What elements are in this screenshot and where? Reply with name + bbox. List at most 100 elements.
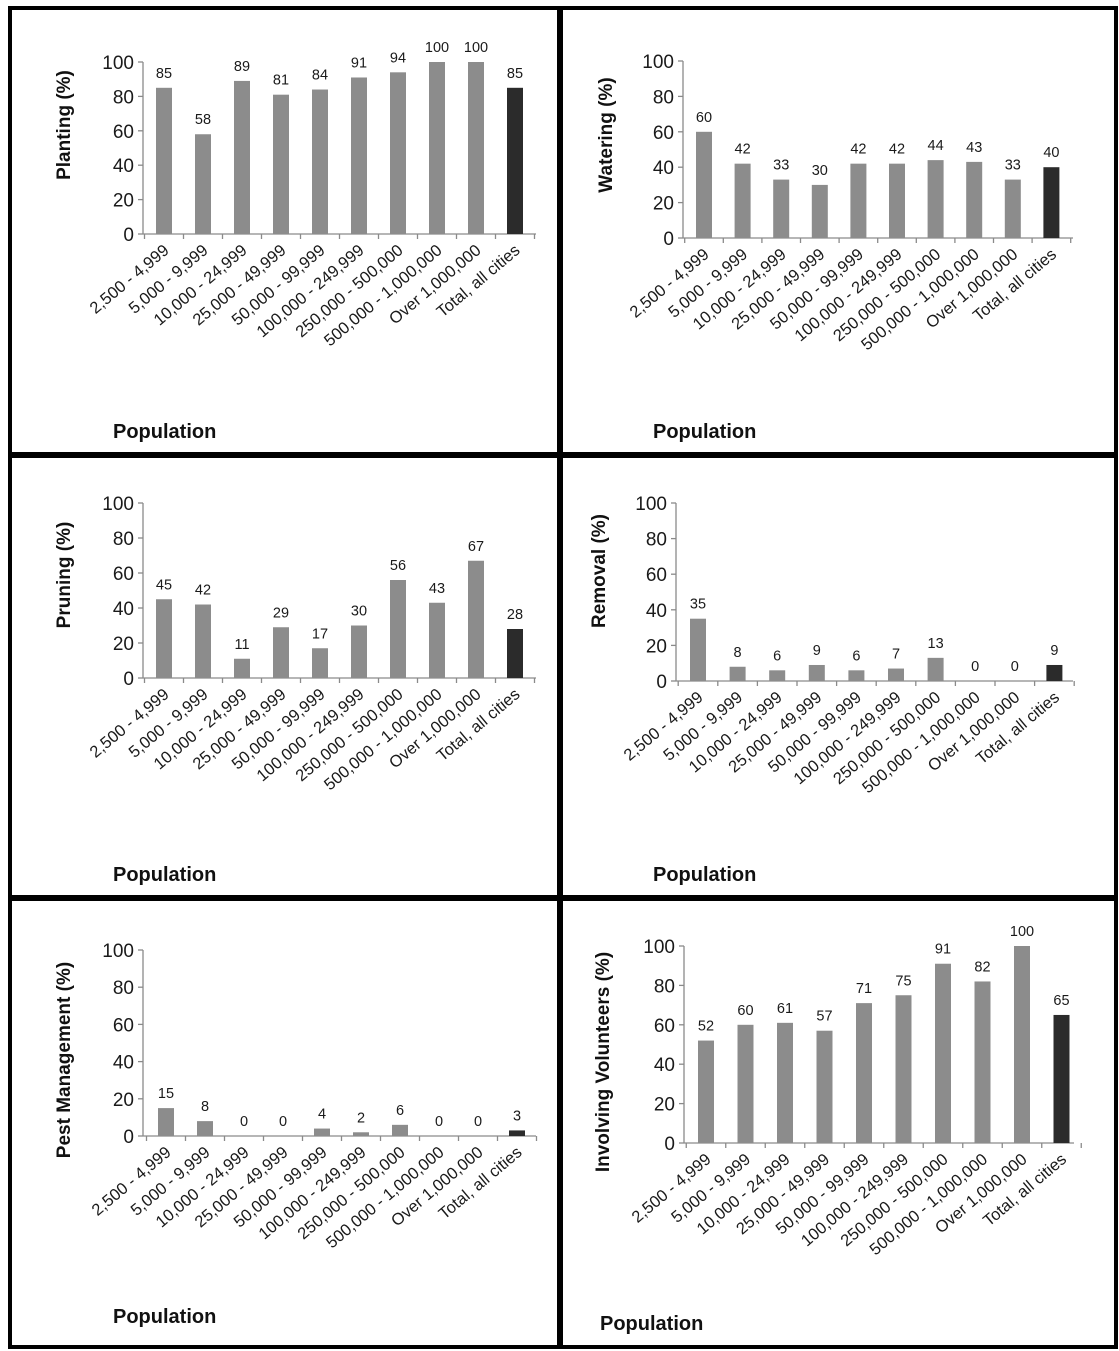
bar [927,657,944,681]
y-tick-label: 60 [646,565,667,586]
y-tick-label: 0 [664,1134,675,1155]
bar [468,62,484,234]
data-label: 43 [966,140,982,156]
bar [195,134,211,234]
bar [690,618,706,681]
data-label: 42 [850,142,866,158]
data-label: 0 [1011,659,1019,675]
bar [895,995,912,1143]
bar [234,80,250,234]
y-axis-title: Involving Volunteers (%) [593,952,614,1172]
bar [429,62,445,234]
data-label: 42 [195,583,211,599]
bar [197,1121,213,1136]
bar [734,163,751,238]
data-label: 29 [273,605,289,621]
data-label: 60 [696,110,712,126]
y-tick-label: 100 [102,53,134,74]
data-label: 100 [464,40,488,56]
data-label: 44 [928,138,944,154]
bar [273,627,289,678]
bar [392,1124,408,1136]
total-bar [1046,664,1063,681]
data-label: 3 [513,1108,521,1124]
data-label: 65 [1053,993,1069,1009]
y-tick-label: 40 [113,1053,134,1074]
y-tick-label: 20 [653,194,674,215]
data-label: 91 [935,942,951,958]
data-label: 71 [856,981,872,997]
bar [848,670,865,681]
frame-vertical-divider [557,6,563,1349]
y-tick-label: 100 [642,52,674,73]
bar [195,604,211,678]
bar [935,963,951,1143]
y-tick-label: 60 [113,1015,134,1036]
y-tick-label: 100 [635,494,667,515]
data-label: 13 [928,636,944,652]
y-tick-label: 80 [654,976,675,997]
bar [351,77,367,234]
bar [390,72,406,234]
bar [1004,179,1021,238]
total-bar [1043,167,1060,238]
bar [816,1030,833,1143]
data-label: 42 [735,142,751,158]
bar [811,184,828,238]
data-label: 9 [1050,643,1058,659]
y-tick-label: 80 [113,529,134,550]
data-label: 40 [1043,145,1059,161]
y-tick-label: 80 [113,978,134,999]
bar [468,560,484,678]
y-tick-label: 0 [123,1127,134,1148]
total-bar [507,629,523,678]
data-label: 28 [507,607,523,623]
y-tick-label: 60 [113,564,134,585]
y-tick-label: 20 [113,191,134,212]
data-label: 60 [737,1003,753,1019]
y-axis-title: Planting (%) [54,70,75,180]
bar [156,599,172,678]
data-label: 43 [429,581,445,597]
bar [927,160,944,238]
data-label: 100 [1010,924,1034,940]
data-label: 67 [468,539,484,555]
bar [729,666,746,681]
y-tick-label: 20 [113,1090,134,1111]
y-axis-title: Removal (%) [589,514,610,628]
x-axis-title: Population [113,1306,216,1328]
y-tick-label: 80 [113,87,134,108]
y-tick-label: 0 [656,672,667,693]
y-tick-label: 40 [113,599,134,620]
bar [234,658,250,678]
y-tick-label: 100 [102,941,134,962]
data-label: 81 [273,73,289,89]
data-label: 45 [156,577,172,593]
y-tick-label: 40 [646,601,667,622]
y-tick-label: 20 [646,636,667,657]
data-label: 61 [777,1001,793,1017]
data-label: 35 [690,597,706,613]
bar [769,670,786,681]
y-tick-label: 80 [646,530,667,551]
data-label: 6 [852,648,860,664]
total-bar [1053,1014,1070,1143]
data-label: 94 [390,50,406,66]
data-label: 89 [234,59,250,75]
x-axis-title: Population [600,1313,703,1335]
data-label: 4 [318,1107,326,1123]
y-tick-label: 0 [123,225,134,246]
data-label: 56 [390,558,406,574]
bar [808,664,825,681]
bar [888,668,904,681]
bar [312,89,328,235]
y-tick-label: 80 [653,87,674,108]
bar [974,981,991,1143]
y-tick-label: 100 [643,937,675,958]
